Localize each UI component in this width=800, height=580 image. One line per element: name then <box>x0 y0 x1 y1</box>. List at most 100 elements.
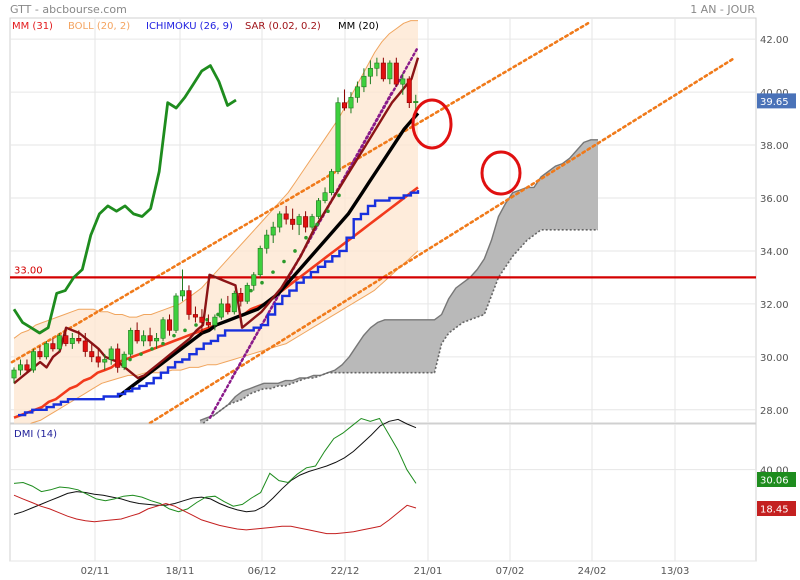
y-tick-label: 28.00 <box>760 406 789 417</box>
legend-item: MM (20) <box>338 21 379 32</box>
candle-body <box>406 78 412 104</box>
ichimoku-kijun-line <box>18 190 420 417</box>
dmi-series-line <box>13 418 417 515</box>
candle-body <box>205 322 211 326</box>
candle-body <box>102 359 108 363</box>
sar-dot <box>260 280 264 285</box>
candle-body <box>212 316 218 326</box>
x-tick-label: 13/03 <box>661 566 690 577</box>
candle-body <box>37 351 43 358</box>
sar-dot <box>304 235 308 240</box>
candle-body <box>244 285 250 302</box>
sar-dot <box>172 333 176 338</box>
sar-dot <box>139 352 143 356</box>
candle-body <box>400 78 406 85</box>
candle-body <box>413 101 419 104</box>
y-tick-label: 42.00 <box>760 35 789 46</box>
candle-body <box>374 62 380 69</box>
chart-source-title: GTT - abcbourse.com <box>10 3 127 16</box>
dmi-value-badge <box>757 472 796 487</box>
candle-body <box>367 67 373 77</box>
candle-body <box>134 330 140 342</box>
candle-body <box>160 319 166 339</box>
x-tick-label: 22/12 <box>331 566 360 577</box>
candle-body <box>354 86 360 98</box>
ichimoku-chikou-line <box>12 64 237 335</box>
y-tick-label: 36.00 <box>760 194 789 205</box>
y-tick-label: 32.00 <box>760 300 789 311</box>
candle-body <box>82 340 88 352</box>
candle-body <box>348 97 354 109</box>
candle-body <box>76 337 82 342</box>
support-line-label: 33.00 <box>14 265 43 276</box>
candle-body <box>121 353 127 368</box>
candle-body <box>11 369 17 379</box>
candle-body <box>322 192 328 201</box>
candle-body <box>63 335 69 344</box>
bollinger-lower-line <box>13 250 419 432</box>
dmi-panel-frame <box>9 423 757 562</box>
sar-dot <box>161 341 165 346</box>
candle-body <box>270 226 276 236</box>
candle-body <box>257 247 263 276</box>
candle-body <box>186 290 192 315</box>
candle-body <box>335 102 341 172</box>
candle-body <box>218 303 224 318</box>
sar-dot <box>128 357 132 362</box>
legend-item: BOLL (20, 2) <box>68 21 130 32</box>
sar-dot <box>315 222 319 227</box>
dmi-value-label: 30.06 <box>760 476 789 487</box>
candle-body <box>290 218 296 225</box>
x-tick-label: 18/11 <box>166 566 195 577</box>
candle-body <box>24 364 30 371</box>
candle-body <box>50 343 56 350</box>
legend-item: ICHIMOKU (26, 9) <box>146 21 233 32</box>
candle-body <box>361 75 367 88</box>
candle-body <box>341 102 347 109</box>
dmi-y-tick-label: 40.00 <box>760 466 789 477</box>
candle-body <box>231 292 237 313</box>
sar-dot <box>337 193 341 198</box>
candle-body <box>309 216 315 228</box>
candle-body <box>179 290 185 297</box>
candle-body <box>43 343 49 358</box>
dmi-series-line <box>13 417 417 513</box>
annotation-circle <box>480 150 522 196</box>
x-tick-label: 02/11 <box>81 566 110 577</box>
candle-body <box>115 348 121 368</box>
sar-dot <box>282 259 286 264</box>
last-price-badge <box>757 93 796 109</box>
candle-body <box>69 337 75 344</box>
candle-body <box>393 62 399 85</box>
candle-body <box>167 319 173 331</box>
candle-body <box>277 213 283 228</box>
sar-dot <box>271 270 275 274</box>
candle-body <box>154 337 160 342</box>
sar-dot <box>249 288 253 293</box>
bollinger-band-fill <box>14 20 418 431</box>
candle-body <box>264 234 270 249</box>
candle-body <box>173 295 179 331</box>
ichimoku-span-a <box>199 139 598 422</box>
candle-body <box>30 351 36 371</box>
candle-body <box>251 274 257 286</box>
candle-body <box>380 62 386 80</box>
sar-dot <box>194 323 198 327</box>
legend-item: MM (31) <box>12 21 53 32</box>
x-tick-label: 07/02 <box>496 566 525 577</box>
candle-body <box>387 62 393 80</box>
sar-dot <box>183 328 187 333</box>
candle-body <box>238 292 244 302</box>
channel-line-lower <box>148 56 737 425</box>
legend-item: SAR (0.02, 0.2) <box>245 21 321 32</box>
annotation-circle <box>411 98 453 150</box>
candle-body <box>17 364 23 371</box>
parabolic-sar-line <box>13 57 420 385</box>
candle-body <box>283 213 289 220</box>
candle-body <box>147 335 153 342</box>
dmi-value-badge <box>757 501 796 516</box>
y-tick-label: 38.00 <box>760 141 789 152</box>
last-price-label: 39.65 <box>760 97 789 108</box>
sar-dot <box>150 347 154 351</box>
